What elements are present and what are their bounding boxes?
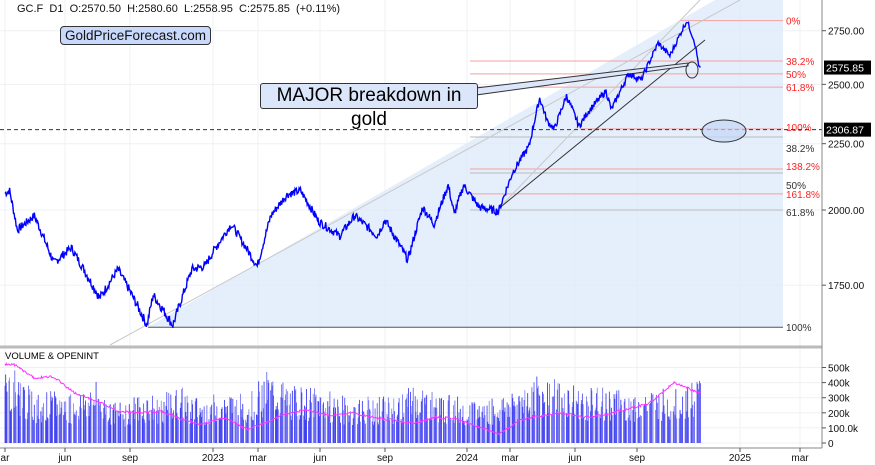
volume-tick-label: 400k	[828, 379, 851, 390]
volume-tick-label: 200k	[828, 409, 851, 420]
x-tick-label: 2024	[456, 453, 479, 464]
y-tick-label: 2000.00	[828, 206, 865, 217]
price-label-box	[824, 122, 871, 137]
price-line	[4, 21, 701, 329]
annotation-callout: MAJOR breakdown in gold	[260, 83, 478, 130]
x-tick-label: 2023	[202, 453, 225, 464]
fib-label: 138.2%	[786, 162, 820, 173]
low-value: L:2558.95	[183, 3, 233, 15]
x-tick-label: sep	[377, 453, 394, 464]
breakdown-circle	[685, 61, 699, 79]
target-ellipse	[701, 119, 747, 143]
x-tick-label: jun	[312, 453, 326, 464]
price-label-box	[824, 60, 871, 75]
x-tick-label: ar	[1, 453, 11, 464]
fib-label: 61.8%	[786, 208, 814, 219]
price-label: 2575.85	[826, 63, 864, 75]
y-tick-label: 2750.00	[828, 27, 865, 38]
open-interest-line	[4, 362, 701, 437]
fib-label: 0%	[786, 17, 801, 28]
x-tick-label: mar	[791, 453, 809, 464]
symbol-header: GC.F D1 O:2570.50 H:2580.60 L:2558.95 C:…	[17, 3, 340, 15]
fan-line-inner	[496, 0, 701, 211]
volume-tick-label: 100.0k	[828, 424, 859, 435]
volume-tick-label: 300k	[828, 394, 851, 405]
fib-label: 61.8%	[786, 83, 814, 94]
fan-line-outer	[109, 0, 741, 346]
symbol: GC.F	[17, 3, 44, 15]
volume-pane-title: VOLUME & OPENINT	[5, 351, 99, 362]
trend-lines	[0, 0, 822, 346]
interval: D1	[49, 3, 64, 15]
fib-label: 50%	[786, 181, 806, 192]
brand-logo: GoldPriceForecast.com	[60, 26, 212, 45]
fib-label: 161.8%	[786, 190, 820, 201]
x-tick-label: jun	[567, 453, 581, 464]
fib-fan-shade	[148, 0, 783, 327]
high-value: H:2580.60	[127, 3, 178, 15]
volume-tick-label: 500k	[828, 364, 851, 375]
x-tick-label: jun	[57, 453, 71, 464]
y-tick-label: 2500.00	[828, 80, 865, 91]
open-value: O:2570.50	[69, 3, 121, 15]
fib-label: 38.2%	[786, 144, 814, 155]
fib-levels: 0% 38.2% 50% 61.8% 100% 138.2% 161.8% 38.2% 50% 6…	[148, 17, 820, 334]
x-tick-label: 2025	[729, 453, 752, 464]
x-tick-label: mar	[501, 453, 519, 464]
y-tick-label: 1750.00	[828, 281, 865, 292]
x-tick-label: sep	[122, 453, 139, 464]
price-series	[4, 21, 701, 329]
y-tick-label: 2250.00	[828, 140, 865, 151]
fib-label: 38.2%	[786, 57, 814, 68]
x-tick-label: mar	[249, 453, 267, 464]
fib-label: 100%	[786, 323, 812, 334]
price-label: 2306.87	[826, 125, 864, 137]
fib-label: 50%	[786, 70, 806, 81]
volume-tick-label: 0	[828, 439, 834, 450]
x-tick-label: sep	[629, 453, 646, 464]
close-value: C:2575.85	[239, 3, 290, 15]
volume-series	[0, 345, 822, 443]
change-value: (+0.11%)	[295, 3, 341, 15]
fib-label: 100%	[786, 123, 812, 134]
